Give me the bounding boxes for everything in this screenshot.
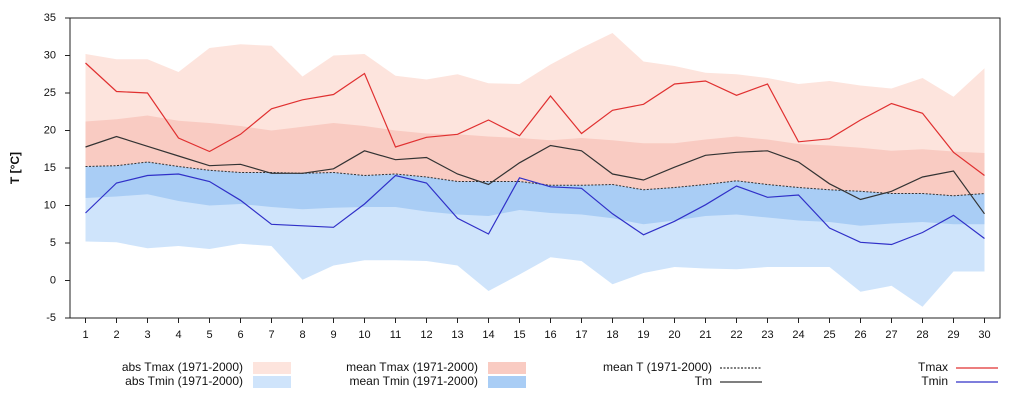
x-tick-label: 30 xyxy=(978,329,990,341)
x-tick-label: 3 xyxy=(144,329,150,341)
legend-label: Tm xyxy=(695,374,712,388)
x-tick-label: 4 xyxy=(175,329,181,341)
y-tick-label: 30 xyxy=(44,49,56,61)
legend-swatch xyxy=(488,376,526,388)
y-tick-label: 15 xyxy=(44,162,56,174)
x-tick-label: 25 xyxy=(823,329,835,341)
x-tick-label: 27 xyxy=(885,329,897,341)
band-area xyxy=(85,162,985,226)
series-line xyxy=(85,135,985,215)
series-line xyxy=(85,161,985,197)
legend-swatch xyxy=(488,362,526,374)
y-axis-label: T [°C] xyxy=(8,152,22,184)
legend-label: mean T (1971-2000) xyxy=(603,360,712,374)
x-tick-label: 8 xyxy=(299,329,305,341)
series-line xyxy=(85,173,985,246)
x-tick-label: 10 xyxy=(358,329,370,341)
y-tick-label: -5 xyxy=(46,312,56,324)
x-tick-label: 2 xyxy=(113,329,119,341)
legend-swatch xyxy=(253,376,291,388)
legend-label: abs Tmax (1971-2000) xyxy=(122,360,243,374)
x-tick-label: 28 xyxy=(916,329,928,341)
x-tick-label: 29 xyxy=(947,329,959,341)
band-area xyxy=(85,115,985,196)
x-tick-label: 11 xyxy=(390,329,401,341)
x-tick-label: 22 xyxy=(730,329,742,341)
y-tick-label: 20 xyxy=(44,124,56,136)
x-tick-label: 18 xyxy=(606,329,618,341)
x-tick-label: 12 xyxy=(420,329,432,341)
y-tick-label: 25 xyxy=(44,87,56,99)
x-tick-label: 14 xyxy=(482,329,494,341)
y-tick-label: 0 xyxy=(50,274,56,286)
x-tick-label: 26 xyxy=(854,329,866,341)
x-tick-label: 7 xyxy=(268,329,274,341)
y-tick-label: 5 xyxy=(50,237,56,249)
x-tick-label: 17 xyxy=(575,329,587,341)
legend-label: Tmin xyxy=(921,374,948,388)
x-tick-label: 5 xyxy=(206,329,212,341)
legend-label: mean Tmin (1971-2000) xyxy=(349,374,478,388)
y-tick-label: 10 xyxy=(44,199,56,211)
legend-swatch xyxy=(253,362,291,374)
x-tick-label: 13 xyxy=(451,329,463,341)
x-tick-label: 20 xyxy=(668,329,680,341)
legend-label: Tmax xyxy=(918,360,948,374)
x-tick-label: 15 xyxy=(513,329,525,341)
x-tick-label: 24 xyxy=(792,329,804,341)
x-tick-label: 23 xyxy=(761,329,773,341)
x-tick-label: 6 xyxy=(237,329,243,341)
series-line xyxy=(85,62,985,176)
x-tick-label: 9 xyxy=(330,329,336,341)
legend-label: abs Tmin (1971-2000) xyxy=(125,374,243,388)
x-tick-label: 1 xyxy=(82,329,88,341)
legend-label: mean Tmax (1971-2000) xyxy=(346,360,478,374)
x-tick-label: 19 xyxy=(637,329,649,341)
x-tick-label: 16 xyxy=(544,329,556,341)
x-tick-label: 21 xyxy=(699,329,711,341)
y-tick-label: 35 xyxy=(44,12,56,24)
